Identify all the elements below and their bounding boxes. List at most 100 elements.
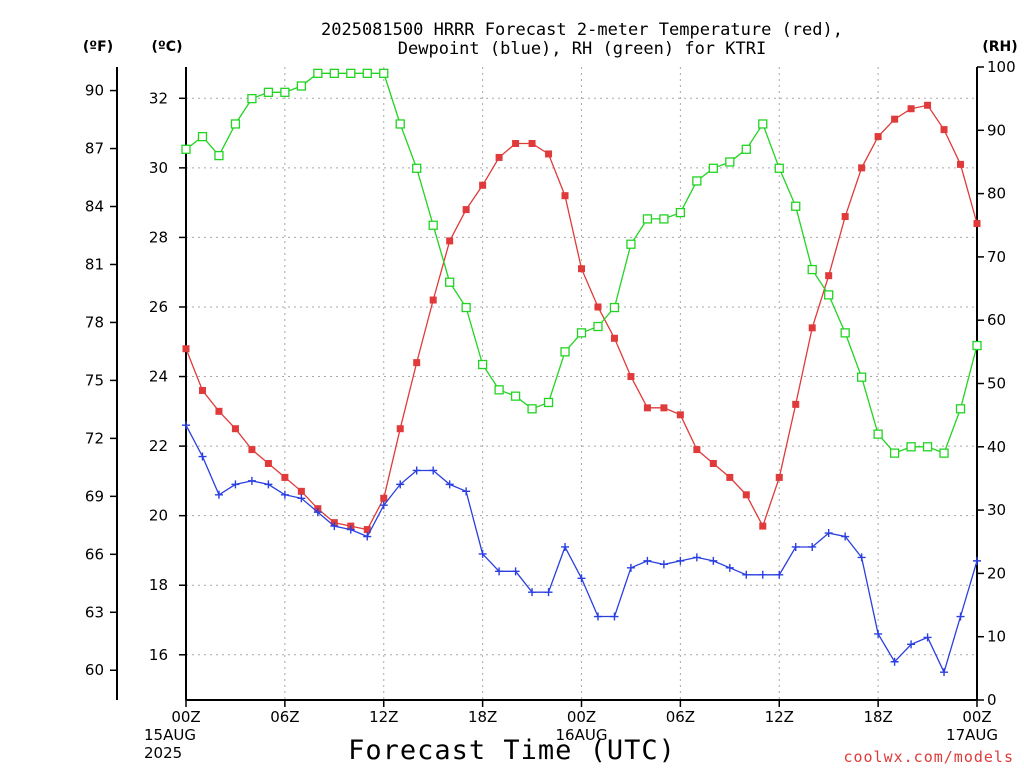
chart-title-line-1: 2025081500 HRRR Forecast 2-meter Tempera… bbox=[321, 20, 843, 40]
temperature-point bbox=[858, 164, 866, 172]
rh-point bbox=[379, 68, 389, 78]
rh-point bbox=[527, 404, 537, 414]
temperature-point bbox=[891, 115, 899, 123]
fahrenheit-tick-label: 72 bbox=[85, 429, 104, 447]
dewpoint-point bbox=[544, 588, 553, 597]
rh-point bbox=[791, 201, 801, 211]
rh-point bbox=[510, 391, 521, 401]
rh-point bbox=[280, 87, 290, 97]
rh-point bbox=[774, 163, 784, 173]
chart-title: 2025081500 HRRR Forecast 2-meter Tempera… bbox=[321, 20, 843, 59]
dewpoint-point bbox=[462, 487, 471, 496]
dewpoint-point bbox=[742, 570, 751, 579]
axis-tick-labels: 16 18 20 22 24 26 28 30 32 60 63 66 69 72 75 78 81 84 87 90… bbox=[85, 58, 1016, 762]
dewpoint-series bbox=[182, 421, 981, 677]
dewpoint-point bbox=[874, 629, 883, 638]
fahrenheit-tick-label: 81 bbox=[85, 255, 104, 273]
dewpoint-point bbox=[676, 556, 685, 565]
dewpoint-point bbox=[626, 563, 635, 572]
rh-tick-label: 50 bbox=[987, 375, 1006, 393]
rh-point bbox=[346, 68, 356, 78]
rh-point bbox=[642, 214, 653, 224]
dewpoint-point bbox=[379, 501, 388, 510]
dewpoint-point bbox=[824, 529, 833, 538]
temperature-point bbox=[413, 359, 421, 367]
rh-point bbox=[741, 144, 751, 154]
celsius-tick-label: 24 bbox=[149, 368, 168, 386]
dewpoint-point bbox=[363, 532, 372, 541]
dewpoint-point bbox=[429, 466, 438, 475]
rh-point bbox=[758, 119, 768, 129]
temperature-point bbox=[759, 522, 767, 530]
fahrenheit-tick-label: 60 bbox=[85, 661, 104, 679]
dewpoint-point bbox=[808, 542, 817, 551]
rh-point bbox=[560, 347, 570, 357]
temperature-point bbox=[363, 526, 371, 534]
rh-point bbox=[296, 81, 307, 91]
temperature-point bbox=[561, 192, 569, 200]
temperature-point bbox=[775, 473, 783, 481]
rh-point bbox=[494, 385, 504, 395]
temperature-point bbox=[643, 404, 651, 412]
rh-point bbox=[197, 131, 208, 142]
fahrenheit-tick-label: 69 bbox=[85, 487, 104, 505]
temperature-point bbox=[808, 324, 816, 332]
dewpoint-point bbox=[412, 466, 421, 475]
rh-point bbox=[428, 220, 438, 230]
celsius-tick-label: 20 bbox=[149, 507, 168, 525]
rh-point bbox=[445, 277, 455, 287]
temperature-point bbox=[907, 105, 915, 113]
rh-point bbox=[906, 442, 916, 452]
celsius-tick-label: 26 bbox=[149, 298, 168, 316]
time-tick-label: 18Z bbox=[468, 708, 497, 726]
dewpoint-point bbox=[247, 476, 256, 485]
rh-point bbox=[626, 239, 636, 249]
dewpoint-point bbox=[659, 560, 668, 569]
temperature-point bbox=[231, 425, 239, 433]
rh-point bbox=[955, 404, 966, 414]
temperature-point bbox=[841, 213, 849, 221]
fahrenheit-tick-label: 66 bbox=[85, 545, 104, 563]
temperature-point bbox=[512, 140, 520, 148]
temperature-point bbox=[182, 345, 190, 353]
rh-point bbox=[329, 68, 339, 78]
rh-tick-label: 90 bbox=[987, 121, 1006, 139]
time-tick-label: 16AUG bbox=[556, 726, 608, 744]
rh-point bbox=[461, 302, 471, 313]
temperature-point bbox=[429, 296, 437, 304]
temperature-point bbox=[940, 126, 948, 134]
dewpoint-point bbox=[709, 556, 718, 565]
rh-point bbox=[412, 163, 422, 173]
chart-title-line-2: Dewpoint (blue), RH (green) for KTRI bbox=[398, 39, 766, 59]
temperature-point bbox=[446, 237, 454, 245]
rh-point bbox=[922, 442, 933, 452]
rh-point bbox=[972, 340, 982, 351]
time-tick-label: 18Z bbox=[863, 708, 892, 726]
rh-point bbox=[692, 176, 702, 186]
source-credit: coolwx.com/models bbox=[843, 748, 1014, 766]
x-axis-title: Forecast Time (UTC) bbox=[348, 735, 676, 766]
fahrenheit-tick-label: 63 bbox=[85, 603, 104, 621]
rh-point bbox=[939, 448, 949, 458]
rh-line bbox=[185, 72, 978, 454]
rh-point bbox=[576, 328, 587, 338]
dewpoint-point bbox=[791, 542, 800, 551]
time-tick-label: 06Z bbox=[666, 708, 695, 726]
dewpoint-point bbox=[973, 556, 981, 565]
rh-tick-label: 100 bbox=[987, 58, 1016, 76]
dewpoint-point bbox=[940, 668, 949, 677]
rh-tick-label: 80 bbox=[987, 185, 1006, 203]
rh-point bbox=[313, 68, 323, 78]
rh-tick-label: 70 bbox=[987, 248, 1006, 266]
rh-point bbox=[477, 359, 488, 370]
celsius-tick-label: 28 bbox=[149, 228, 168, 246]
fahrenheit-tick-label: 87 bbox=[85, 140, 104, 158]
dewpoint-point bbox=[280, 490, 289, 499]
fahrenheit-tick-label: 75 bbox=[85, 371, 104, 389]
temperature-point bbox=[380, 494, 388, 502]
rh-tick-label: 40 bbox=[987, 438, 1006, 456]
temperature-series bbox=[182, 101, 981, 534]
fahrenheit-tick-label: 84 bbox=[85, 198, 104, 216]
celsius-unit-label: (ºC) bbox=[152, 39, 183, 55]
